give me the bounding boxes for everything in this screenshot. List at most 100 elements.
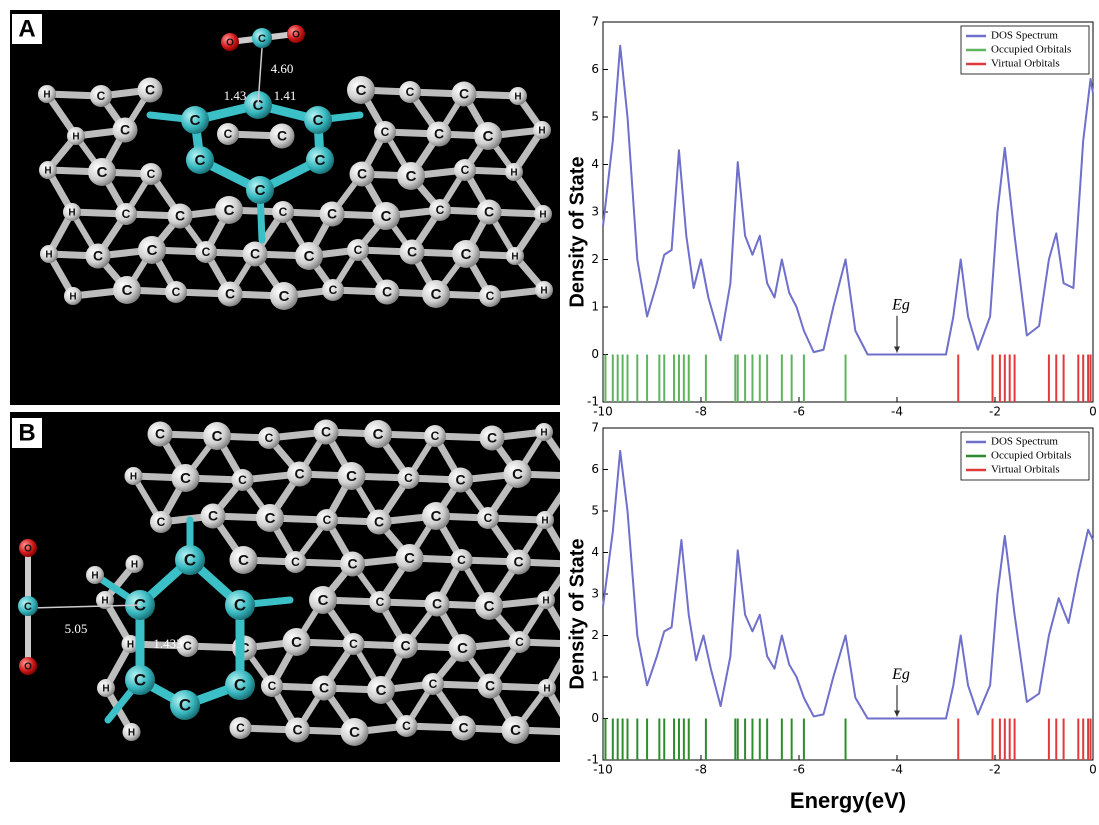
atom-symbol: O [24, 662, 32, 673]
legend-label: DOS Spectrum [991, 436, 1058, 448]
atom-symbol: C [404, 550, 415, 567]
atom-symbol: C [431, 429, 440, 443]
atom-symbol: C [407, 244, 417, 260]
atom-symbol: H [540, 286, 547, 297]
atom-symbol: C [347, 556, 357, 572]
y-tick-label: 2 [591, 628, 599, 642]
y-tick-label: 1 [591, 300, 599, 314]
y-axis-label: Density of State [566, 156, 588, 307]
distance-label: 1.43 [224, 88, 247, 103]
y-tick-label: 4 [591, 157, 599, 171]
atom-symbol: C [195, 152, 206, 169]
legend-label: Occupied Orbitals [991, 44, 1071, 56]
atom-symbol: C [515, 635, 524, 649]
atom-symbol: C [179, 695, 191, 714]
legend-label: Virtual Orbitals [991, 58, 1060, 70]
atom-symbol: C [484, 511, 493, 525]
atom-symbol: C [208, 508, 218, 524]
x-tick-label: -6 [793, 405, 805, 419]
atom-symbol: C [24, 601, 32, 613]
atom-symbol: C [457, 553, 466, 567]
y-tick-label: 1 [591, 670, 599, 684]
atom-symbol: C [346, 468, 357, 485]
atom-symbol: C [431, 286, 442, 303]
atom-symbol: C [234, 675, 246, 694]
panel-label: B [18, 419, 35, 446]
atom-symbol: C [120, 122, 130, 138]
atom-symbol: C [294, 466, 304, 482]
atom-symbol: C [329, 283, 338, 297]
atom-symbol: C [357, 166, 367, 182]
atom-symbol: C [147, 167, 156, 181]
atom-symbol: O [292, 30, 300, 41]
atom-symbol: C [376, 595, 385, 609]
atom-symbol: C [381, 125, 390, 139]
x-tick-label: 0 [1089, 763, 1097, 777]
atom-symbol: H [45, 250, 52, 261]
figure: H C C C C C H H C C C C C C H H C C C C C H H C C C C C C C C H H C C C C C C C… [0, 0, 1099, 820]
atom-symbol: C [513, 554, 523, 570]
atom-symbol: C [175, 208, 185, 224]
atom-symbol: H [130, 472, 137, 483]
y-tick-label: 2 [591, 252, 599, 266]
distance-label: 1.433 [153, 636, 182, 651]
atom-symbol: C [255, 182, 266, 199]
atom-symbol: H [514, 92, 521, 103]
atom-symbol: C [234, 595, 246, 614]
atom-symbol: C [180, 470, 191, 487]
atom-symbol: C [406, 168, 417, 185]
atom-symbol: C [279, 205, 288, 219]
atom-symbol: C [323, 513, 332, 527]
atom-symbol: C [318, 592, 329, 609]
annotation: Eg [891, 666, 910, 683]
y-tick-label: 7 [591, 15, 599, 29]
y-tick-label: 3 [591, 205, 599, 219]
atom-symbol: C [457, 640, 468, 657]
atom-symbol: C [431, 508, 442, 525]
atom-symbol: C [429, 677, 438, 691]
atom-symbol: C [265, 510, 276, 527]
y-tick-label: 0 [591, 347, 599, 361]
atom-symbol: C [381, 208, 392, 225]
atom-symbol: C [265, 431, 274, 445]
x-tick-label: -2 [989, 763, 1001, 777]
atom-symbol: H [541, 516, 548, 527]
y-tick-label: 4 [591, 545, 599, 559]
atom-symbol: C [376, 682, 387, 699]
atom-symbol: C [487, 430, 497, 446]
atom-symbol: H [542, 596, 549, 607]
atom-symbol: C [157, 515, 166, 529]
atom-symbol: C [277, 128, 287, 144]
atom-symbol: C [374, 514, 384, 530]
x-tick-label: -6 [793, 763, 805, 777]
atom-symbol: C [172, 285, 181, 299]
y-tick-label: 6 [591, 62, 599, 76]
atom-symbol: C [406, 85, 415, 99]
atom-symbol: C [402, 719, 411, 733]
atom-symbol: C [97, 89, 106, 103]
y-tick-label: 5 [591, 504, 599, 518]
atom-symbol: H [543, 684, 550, 695]
atom-symbol: C [400, 638, 410, 654]
x-tick-label: -10 [593, 405, 613, 419]
atom-symbol: C [122, 207, 131, 221]
atom-symbol: H [128, 728, 135, 739]
atom-symbol: H [43, 90, 50, 101]
atom-symbol: C [486, 289, 495, 303]
atom-symbol: C [436, 203, 445, 217]
atom-symbol: C [224, 202, 235, 219]
atom-symbol: C [313, 112, 324, 129]
atom-symbol: C [349, 724, 360, 741]
atom-symbol: C [455, 472, 465, 488]
atom-symbol: H [538, 126, 545, 137]
atom-symbol: C [238, 552, 249, 569]
atom-symbol: H [510, 168, 517, 179]
atom-symbol: O [24, 544, 32, 555]
atom-symbol: C [291, 634, 302, 651]
atom-symbol: C [484, 204, 494, 220]
atom-symbol: C [122, 282, 133, 299]
atom-symbol: H [540, 428, 547, 439]
y-axis-label: Density of State [566, 538, 588, 689]
y-tick-label: 7 [591, 421, 599, 435]
